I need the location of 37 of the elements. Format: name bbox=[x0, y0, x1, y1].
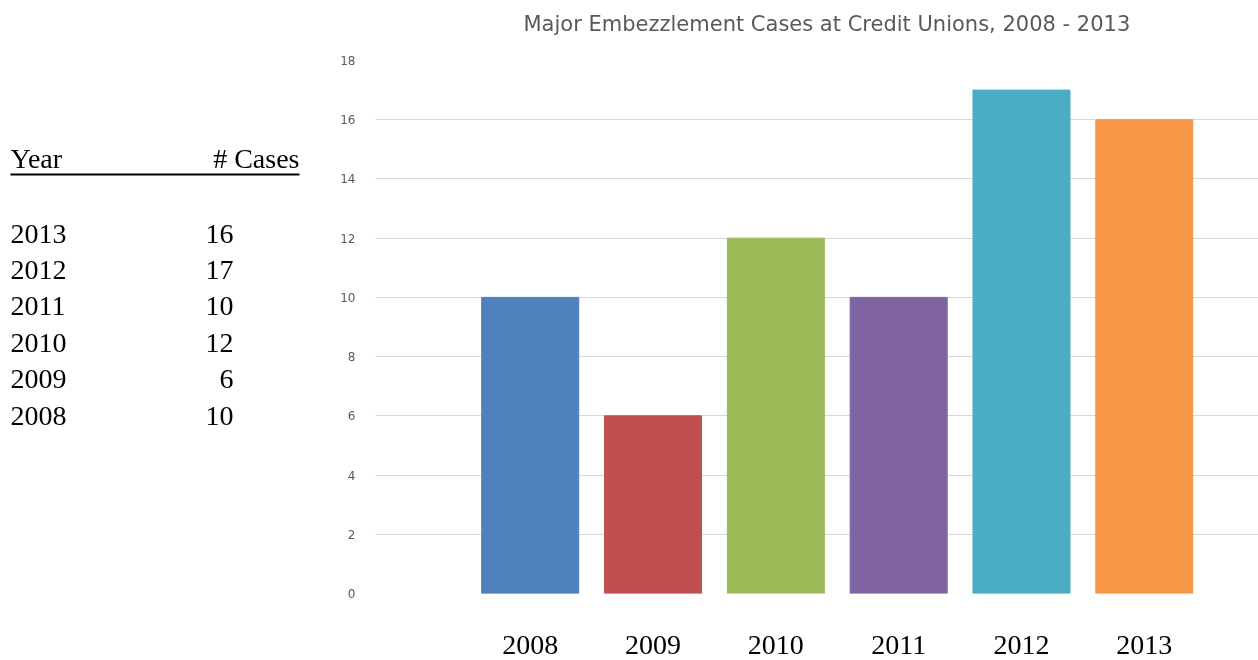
bar bbox=[849, 296, 948, 594]
text: 16 bbox=[205, 217, 234, 249]
chart-title: Major Embezzlement Cases at Credit Unions, 2008 - 2013 bbox=[523, 11, 1131, 36]
y-tick-label: 14 bbox=[340, 172, 356, 187]
text: 2011 bbox=[10, 290, 66, 322]
text: 17 bbox=[205, 253, 234, 285]
x-tick-label: 2010 bbox=[747, 628, 804, 660]
x-tick-label: 2008 bbox=[502, 628, 559, 660]
text: 10 bbox=[205, 290, 234, 322]
bar bbox=[726, 237, 825, 594]
text: 2009 bbox=[10, 363, 67, 395]
bar bbox=[1095, 119, 1194, 594]
y-tick-label: 18 bbox=[340, 54, 356, 68]
y-tick-label: 16 bbox=[340, 113, 356, 128]
y-tick-label: 10 bbox=[340, 290, 356, 305]
text: 6 bbox=[219, 363, 234, 395]
text: 12 bbox=[205, 326, 234, 358]
text: 2012 bbox=[10, 253, 67, 285]
y-tick-label: 6 bbox=[347, 409, 356, 424]
text: # Cases bbox=[213, 143, 300, 174]
y-tick-label: 2 bbox=[347, 527, 356, 542]
text: 2010 bbox=[10, 326, 67, 358]
x-tick-label: 2009 bbox=[625, 628, 682, 660]
text: 2013 bbox=[10, 217, 67, 249]
bar bbox=[604, 415, 703, 594]
x-tick-label: 2013 bbox=[1116, 628, 1173, 660]
text: 10 bbox=[205, 399, 234, 431]
bar bbox=[481, 296, 580, 594]
x-tick-label: 2012 bbox=[993, 628, 1050, 660]
y-tick-label: 12 bbox=[340, 231, 356, 246]
y-tick-label: 8 bbox=[347, 350, 356, 365]
bar bbox=[972, 89, 1071, 594]
x-tick-label: 2011 bbox=[871, 628, 927, 660]
y-tick-label: 4 bbox=[347, 468, 356, 483]
text: 2008 bbox=[10, 399, 67, 431]
y-tick-label: 0 bbox=[347, 587, 356, 601]
text: Year bbox=[10, 143, 63, 174]
